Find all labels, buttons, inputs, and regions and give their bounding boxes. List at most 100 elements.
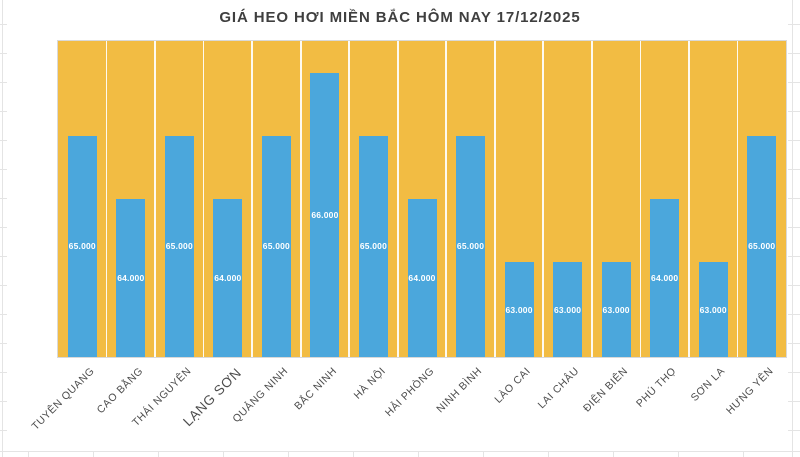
worksheet-row-line	[0, 314, 7, 315]
chart-bar: 64.000	[407, 199, 437, 357]
worksheet-column-line	[483, 451, 484, 457]
worksheet-row-line	[788, 430, 800, 431]
worksheet-row-line	[788, 285, 800, 286]
bar-value-label: 65.000	[359, 241, 388, 252]
worksheet-row-line	[0, 285, 7, 286]
worksheet-row-line	[0, 372, 7, 373]
chart-bar: 66.000	[310, 72, 340, 357]
worksheet-row-line	[0, 111, 7, 112]
category-label: TUYÊN QUANG	[29, 365, 97, 433]
category-label: SƠN LA	[688, 365, 728, 404]
column-separator	[202, 41, 205, 357]
chart-bar: 63.000	[601, 262, 631, 357]
column-separator	[348, 41, 351, 357]
worksheet-row-line	[788, 227, 800, 228]
worksheet-row-line	[0, 343, 7, 344]
bar-value-label: 64.000	[651, 273, 679, 283]
chart-bar: 64.000	[116, 199, 146, 357]
bar-value-label: 64.000	[117, 273, 145, 283]
worksheet-column-line	[93, 451, 94, 457]
bar-value-label: 63.000	[553, 304, 582, 315]
worksheet-row-line	[0, 198, 7, 199]
plot-area: 65.000 64.000 65.000 64.000 65.000 66.000 65.0…	[57, 40, 787, 358]
worksheet-row-line	[0, 401, 7, 402]
worksheet-column-line	[158, 451, 159, 457]
worksheet-gridline-left	[2, 0, 3, 457]
chart-bar: 65.000	[747, 135, 777, 357]
worksheet-row-line	[0, 227, 7, 228]
worksheet-row-line	[788, 314, 800, 315]
bar-value-label: 65.000	[262, 241, 290, 252]
worksheet-row-line	[0, 53, 7, 54]
worksheet-column-line	[223, 451, 224, 457]
worksheet-column-line	[613, 451, 614, 457]
chart-bar: 63.000	[553, 262, 583, 357]
bar-value-label: 64.000	[408, 273, 436, 283]
worksheet-column-line	[678, 451, 679, 457]
chart-bar: 65.000	[164, 135, 194, 357]
column-separator	[688, 41, 690, 357]
worksheet-row-line	[0, 256, 7, 257]
worksheet-row-line	[0, 140, 7, 141]
category-label: BẮC NINH	[292, 365, 340, 413]
worksheet-row-line	[0, 24, 7, 25]
worksheet-row-line	[788, 82, 800, 83]
worksheet-column-line	[548, 451, 549, 457]
worksheet-column-line	[418, 451, 419, 457]
worksheet-column-line	[28, 451, 29, 457]
category-label: HƯNG YÊN	[724, 365, 777, 417]
bar-value-label: 65.000	[165, 241, 193, 252]
worksheet-row-line	[788, 53, 800, 54]
bar-value-label: 65.000	[68, 241, 96, 252]
category-label: ĐIỆN BIÊN	[581, 365, 631, 415]
column-separator	[251, 41, 253, 357]
worksheet-column-line	[288, 451, 289, 457]
chart-bar: 65.000	[261, 135, 291, 357]
worksheet-column-line	[743, 451, 744, 457]
bar-value-label: 65.000	[748, 241, 776, 252]
bar-value-label: 63.000	[602, 304, 630, 315]
column-separator	[542, 41, 545, 357]
column-separator	[396, 41, 399, 357]
worksheet-row-line	[788, 256, 800, 257]
column-separator	[639, 41, 642, 357]
column-separator	[493, 41, 496, 357]
category-label: CAO BẰNG	[94, 365, 146, 417]
category-label: LAI CHÂU	[535, 365, 583, 412]
category-label: PHÚ THỌ	[634, 365, 680, 410]
worksheet-row-line	[0, 430, 7, 431]
worksheet-row-line	[788, 140, 800, 141]
column-separator	[591, 41, 593, 357]
chart-bar: 63.000	[504, 262, 534, 357]
worksheet-row-line	[0, 82, 7, 83]
x-axis-labels: TUYÊN QUANG CAO BẰNG THÁI NGUYÊN LẠNG SƠN QU…	[29, 357, 785, 457]
bar-value-label: 65.000	[456, 241, 485, 252]
chart-bar: 65.000	[358, 135, 388, 357]
chart-bar: 63.000	[698, 262, 728, 357]
worksheet-row-line	[788, 198, 800, 199]
worksheet-row-line	[788, 24, 800, 25]
chart-bar: 65.000	[67, 135, 97, 357]
category-label: HẢI PHÒNG	[382, 365, 437, 419]
worksheet-row-line	[788, 372, 800, 373]
worksheet-column-line	[353, 451, 354, 457]
category-label: NINH BÌNH	[434, 365, 486, 416]
column-separator	[445, 41, 448, 357]
chart-bar: 65.000	[456, 135, 486, 357]
category-label: LÀO CAI	[492, 365, 534, 406]
chart-bar: 64.000	[213, 199, 243, 357]
worksheet-gridline-right	[792, 0, 793, 457]
category-label: HÀ NỘI	[351, 365, 388, 402]
worksheet-gridline-bottom	[0, 451, 800, 452]
chart-bar: 64.000	[650, 199, 680, 357]
worksheet-row-line	[788, 169, 800, 170]
worksheet-row-line	[788, 343, 800, 344]
worksheet-row-line	[788, 111, 800, 112]
chart-title: GIÁ HEO HƠI MIỀN BẮC HÔM NAY 17/12/2025	[219, 9, 581, 26]
worksheet-row-line	[788, 401, 800, 402]
bar-value-label: 64.000	[214, 273, 242, 283]
worksheet-row-line	[0, 169, 7, 170]
column-separator	[154, 41, 156, 357]
bar-value-label: 66.000	[311, 209, 339, 220]
